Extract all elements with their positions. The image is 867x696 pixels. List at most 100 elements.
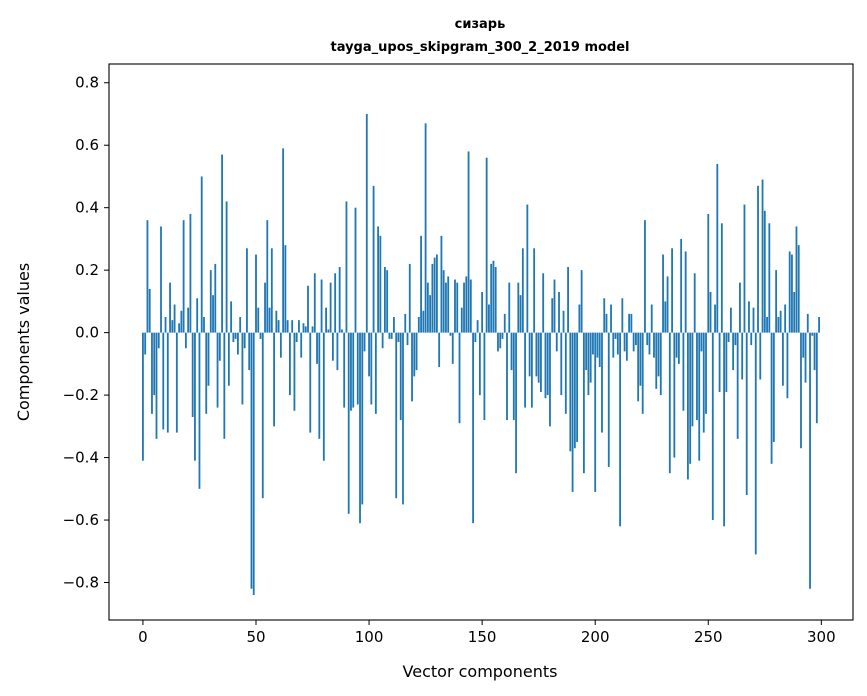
bar	[268, 307, 271, 333]
bar	[696, 332, 698, 421]
bar	[178, 323, 181, 333]
bar	[526, 204, 529, 333]
bar	[196, 298, 199, 333]
bar	[250, 332, 253, 589]
bar	[510, 332, 513, 371]
bar	[302, 323, 305, 333]
bar	[723, 332, 726, 527]
bar	[374, 332, 377, 414]
bar	[497, 332, 499, 352]
bar	[485, 157, 488, 333]
bar	[343, 332, 346, 408]
bar	[173, 304, 176, 333]
x-tick-label: 200	[581, 628, 610, 646]
bar	[777, 317, 780, 333]
bar	[171, 320, 174, 333]
bar	[709, 292, 712, 333]
y-tick-label: 0.2	[75, 261, 99, 279]
y-axis-label: Components values	[14, 263, 33, 421]
bar	[659, 332, 662, 396]
bar	[533, 248, 536, 333]
bar	[417, 317, 420, 333]
bar	[804, 332, 807, 383]
bar	[402, 332, 404, 505]
bar	[813, 332, 816, 371]
y-tick-label: 0.8	[75, 74, 99, 92]
bar	[677, 332, 680, 364]
bar	[365, 113, 368, 333]
bar	[454, 279, 456, 333]
bar	[745, 332, 748, 496]
bar	[157, 332, 160, 349]
bar	[641, 332, 644, 414]
bar	[148, 288, 151, 333]
bar	[587, 332, 590, 396]
bar	[325, 307, 327, 333]
bar	[261, 332, 264, 499]
bar	[524, 332, 526, 408]
bar	[542, 273, 545, 333]
bar	[329, 282, 332, 333]
bar	[675, 332, 678, 358]
bar	[519, 295, 522, 333]
bar	[623, 332, 626, 352]
bar	[811, 332, 814, 336]
bar	[429, 295, 432, 333]
bar	[720, 223, 723, 333]
bar	[289, 332, 291, 396]
bar	[555, 332, 558, 352]
bar	[191, 332, 194, 417]
bar	[350, 332, 352, 411]
bar	[741, 332, 744, 380]
bar	[666, 276, 669, 333]
bar	[395, 332, 398, 499]
bar	[433, 257, 436, 333]
bar	[442, 270, 445, 333]
bar	[800, 332, 802, 449]
bar	[535, 332, 538, 377]
bar	[655, 332, 658, 389]
bar	[347, 332, 350, 514]
bar	[759, 332, 762, 380]
bar	[239, 317, 242, 333]
bar	[377, 226, 380, 333]
bar	[483, 332, 486, 421]
bar	[291, 320, 294, 333]
bar	[576, 332, 579, 442]
bar	[153, 332, 156, 396]
bar	[411, 332, 413, 402]
bar	[413, 332, 416, 377]
bar	[270, 248, 273, 333]
bar	[512, 332, 515, 421]
bar	[614, 332, 617, 339]
bar	[815, 332, 818, 424]
bar	[551, 298, 554, 333]
bar	[218, 332, 221, 361]
bar	[273, 332, 275, 427]
bar	[345, 201, 348, 333]
bar	[214, 263, 217, 333]
bar	[225, 201, 228, 333]
bar	[639, 332, 642, 386]
bar	[313, 273, 316, 333]
bar	[266, 220, 269, 333]
bar	[282, 148, 285, 333]
x-axis: 0 50 100 150 200 250 300	[138, 620, 836, 646]
bar	[657, 332, 660, 377]
bar	[207, 332, 210, 386]
bar	[420, 235, 422, 333]
bar	[359, 332, 361, 524]
bar	[458, 332, 461, 424]
bar	[791, 254, 793, 333]
bar	[748, 301, 750, 333]
bar	[775, 270, 778, 333]
bar	[467, 151, 470, 333]
bar	[469, 279, 472, 333]
bar	[562, 310, 565, 333]
bar	[390, 332, 393, 339]
bar	[797, 245, 800, 333]
bar	[189, 213, 192, 333]
bar	[628, 313, 631, 333]
bar	[474, 332, 477, 342]
